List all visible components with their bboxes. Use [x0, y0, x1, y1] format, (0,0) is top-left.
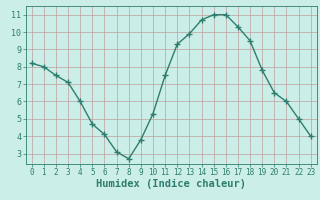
X-axis label: Humidex (Indice chaleur): Humidex (Indice chaleur) — [96, 179, 246, 189]
